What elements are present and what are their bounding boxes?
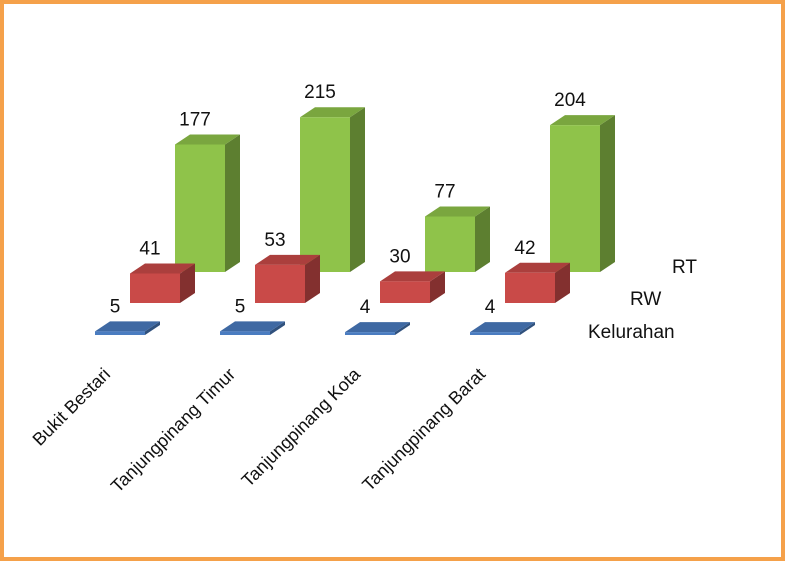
bar bbox=[425, 206, 490, 272]
legend-label: RW bbox=[630, 289, 661, 310]
bar bbox=[255, 254, 320, 303]
bar bbox=[130, 263, 195, 303]
bar-top bbox=[425, 206, 490, 217]
bar-side bbox=[270, 321, 285, 335]
bar-side bbox=[475, 206, 490, 272]
bar-top bbox=[345, 322, 410, 333]
bar bbox=[550, 115, 615, 273]
bar-top bbox=[175, 134, 240, 145]
bar-front bbox=[300, 117, 350, 272]
data-label: 77 bbox=[434, 182, 455, 203]
bar-front bbox=[175, 144, 225, 272]
bar-front bbox=[470, 332, 520, 335]
bar bbox=[505, 262, 570, 303]
data-label: 4 bbox=[360, 297, 371, 318]
legend-label: Kelurahan bbox=[588, 322, 675, 343]
bar-top bbox=[470, 322, 535, 333]
bar-side bbox=[395, 322, 410, 335]
bar-front bbox=[95, 331, 145, 335]
bar-top bbox=[95, 321, 160, 332]
bar bbox=[300, 107, 365, 272]
legend-label: RT bbox=[672, 257, 697, 278]
data-label: 53 bbox=[264, 230, 285, 251]
bar-top bbox=[505, 262, 570, 273]
bar-side bbox=[600, 115, 615, 273]
data-label: 30 bbox=[389, 246, 410, 267]
bar-top bbox=[550, 115, 615, 126]
bar-top bbox=[300, 107, 365, 118]
bar-side bbox=[225, 134, 240, 272]
bar-front bbox=[220, 331, 270, 335]
bar-front bbox=[380, 281, 430, 303]
data-label: 5 bbox=[235, 296, 246, 317]
bar-top bbox=[130, 263, 195, 274]
bar-top bbox=[220, 321, 285, 332]
bar-side bbox=[145, 321, 160, 335]
bar-front bbox=[550, 125, 600, 273]
data-label: 204 bbox=[554, 90, 586, 111]
data-label: 4 bbox=[485, 297, 496, 318]
bar bbox=[380, 271, 445, 303]
bar bbox=[175, 134, 240, 272]
data-label: 215 bbox=[304, 82, 336, 103]
bar-front bbox=[130, 273, 180, 303]
bar bbox=[220, 321, 285, 335]
data-label: 41 bbox=[139, 238, 160, 259]
data-label: 177 bbox=[179, 110, 211, 131]
data-label: 42 bbox=[514, 238, 535, 259]
bar-side bbox=[430, 271, 445, 303]
bar-front bbox=[255, 264, 305, 303]
bar-top bbox=[380, 271, 445, 282]
data-label: 5 bbox=[110, 296, 121, 317]
bar-side bbox=[350, 107, 365, 272]
bar-side bbox=[180, 263, 195, 303]
bar-front bbox=[345, 332, 395, 335]
bar-front bbox=[425, 216, 475, 272]
bar-top bbox=[255, 254, 320, 265]
bar bbox=[345, 322, 410, 335]
bar bbox=[470, 322, 535, 335]
bar-side bbox=[520, 322, 535, 335]
bar bbox=[95, 321, 160, 335]
bar-side bbox=[555, 262, 570, 303]
bar-side bbox=[305, 254, 320, 303]
bar-front bbox=[505, 272, 555, 303]
